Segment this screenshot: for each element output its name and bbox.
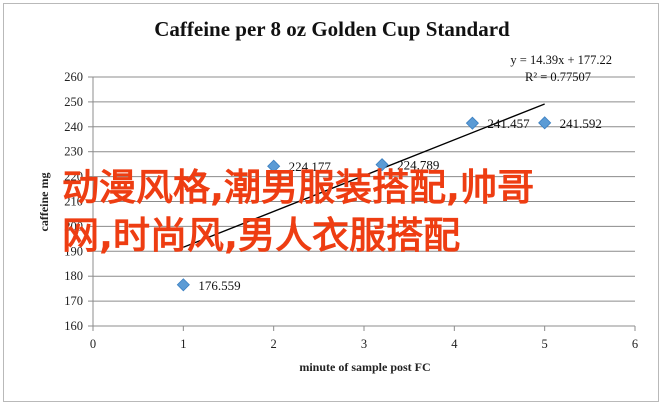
- x-tick-label: 1: [180, 337, 186, 351]
- x-tick-label: 2: [271, 337, 277, 351]
- data-points: 176.559 224.177 224.789 241.457 241.592: [176, 116, 602, 293]
- data-point-marker: [176, 278, 190, 292]
- data-label: 224.177: [289, 159, 332, 174]
- data-label: 176.559: [198, 278, 240, 293]
- y-tick-label: 260: [64, 70, 83, 84]
- data-point-marker: [267, 159, 281, 173]
- y-axis-ticks: 160 170 180 190 200 210 220 230 240 250 260: [64, 70, 93, 333]
- x-axis-title: minute of sample post FC: [299, 360, 430, 374]
- watermark: 动漫风格,潮男服装搭配,帅哥 网,时尚风,男人衣服搭配: [62, 166, 534, 257]
- data-label: 241.592: [560, 116, 602, 131]
- y-tick-label: 190: [64, 244, 83, 258]
- y-tick-label: 180: [64, 269, 83, 283]
- data-label: 224.789: [397, 158, 439, 173]
- x-tick-label: 3: [361, 337, 367, 351]
- x-tick-label: 4: [451, 337, 458, 351]
- trendline-r-squared: R² = 0.77507: [525, 70, 591, 84]
- trendline: [183, 103, 545, 248]
- y-tick-label: 250: [64, 95, 83, 109]
- y-tick-label: 160: [64, 319, 83, 333]
- data-label: 241.457: [487, 116, 530, 131]
- data-point-marker: [465, 116, 479, 130]
- y-tick-label: 230: [64, 145, 83, 159]
- chart-title: Caffeine per 8 oz Golden Cup Standard: [154, 17, 510, 41]
- y-tick-label: 200: [64, 219, 83, 233]
- y-tick-label: 210: [64, 195, 83, 209]
- watermark-line-1: 动漫风格,潮男服装搭配,帅哥: [62, 166, 534, 209]
- y-tick-label: 220: [64, 170, 83, 184]
- watermark-line-2: 网,时尚风,男人衣服搭配: [62, 214, 460, 257]
- y-tick-label: 170: [64, 294, 83, 308]
- y-axis-title: caffeine mg: [37, 173, 51, 232]
- gridlines: [93, 76, 635, 302]
- data-point-marker: [538, 116, 552, 130]
- trendline-equation: y = 14.39x + 177.22: [510, 53, 612, 67]
- data-point-marker: [375, 158, 389, 172]
- y-tick-label: 240: [64, 120, 83, 134]
- x-tick-label: 0: [90, 337, 96, 351]
- chart-frame: [3, 3, 659, 402]
- x-tick-label: 5: [542, 337, 548, 351]
- x-tick-label: 6: [632, 337, 638, 351]
- x-axis-ticks: 0 1 2 3 4 5 6: [90, 326, 638, 351]
